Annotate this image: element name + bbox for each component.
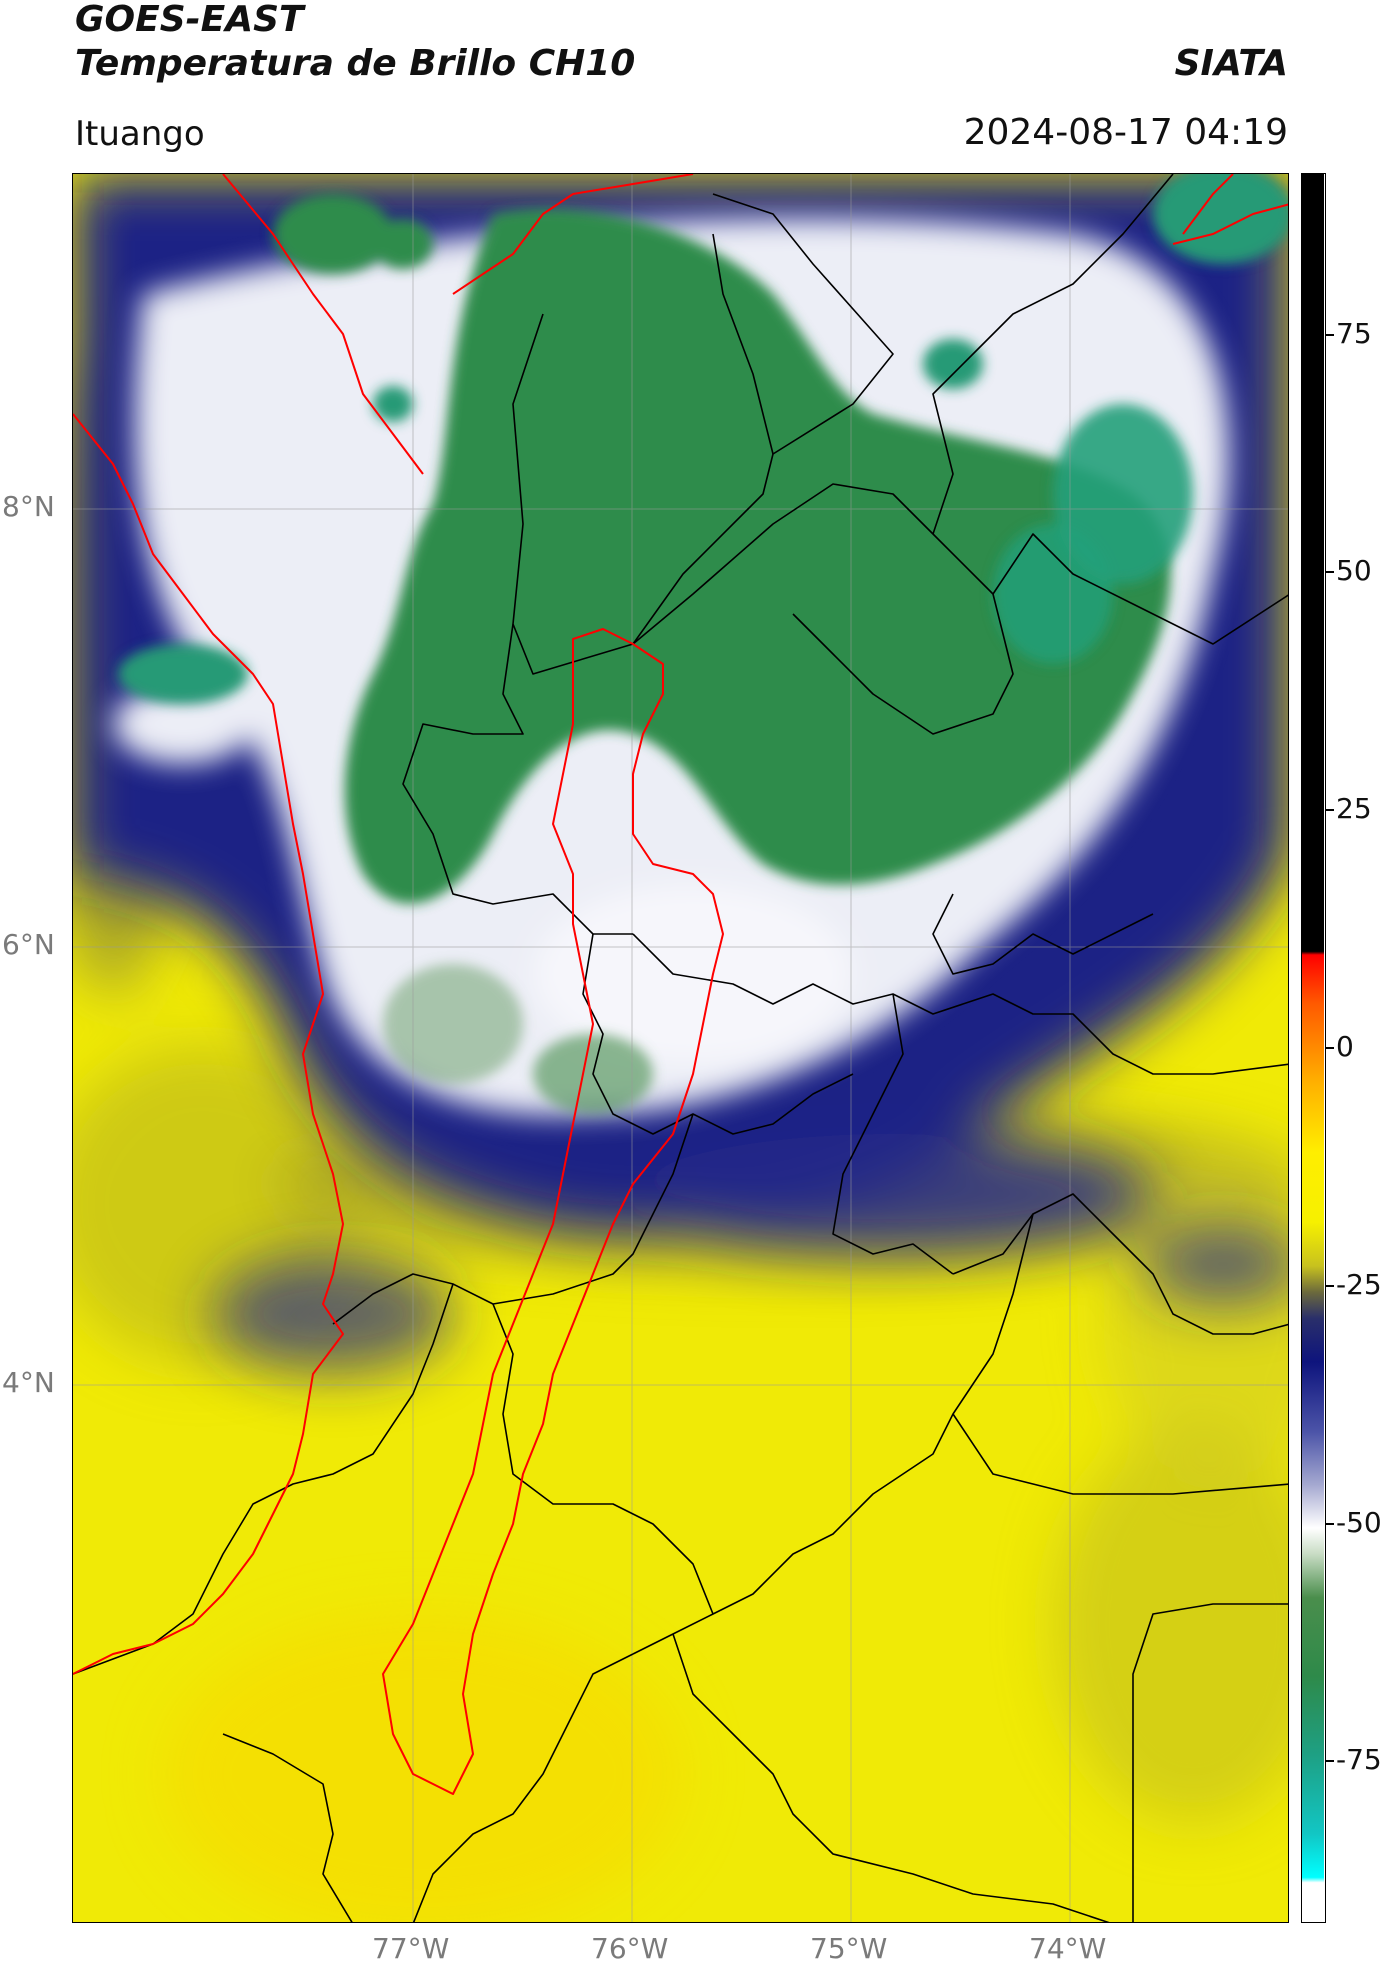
- colorbar-tick-mark: [1326, 1284, 1334, 1287]
- lon-label-77w: 77°W: [372, 1932, 450, 1965]
- product-title: Temperatura de Brillo CH10: [75, 43, 636, 84]
- colorbar-tick-label: -25: [1336, 1267, 1382, 1301]
- colorbar-tick-label: 0: [1336, 1030, 1354, 1063]
- department-boundaries: [73, 174, 1288, 1922]
- satellite-title: GOES-EAST: [75, 0, 304, 40]
- lon-label-76w: 76°W: [591, 1932, 669, 1965]
- graticule: [73, 174, 1288, 1922]
- organization-label: SIATA: [1174, 43, 1288, 84]
- colorbar: [1301, 173, 1326, 1923]
- brightness-temperature-map: [73, 174, 1288, 1922]
- map-panel[interactable]: [72, 173, 1289, 1923]
- colorbar-tick-mark: [1326, 1522, 1334, 1525]
- lon-label-74w: 74°W: [1029, 1932, 1107, 1965]
- colorbar-tick-mark: [1326, 1047, 1334, 1049]
- coldest-cloud-tops: [993, 404, 1193, 664]
- datetime-label: 2024-08-17 04:19: [963, 112, 1288, 153]
- colorbar-tick-label: 75: [1336, 316, 1372, 350]
- colorbar-tick-mark: [1326, 571, 1334, 574]
- colorbar-tick-label: 50: [1336, 554, 1372, 588]
- national-boundary: [73, 174, 1288, 1795]
- lat-label-6n: 6°N: [2, 928, 55, 961]
- lat-label-8n: 8°N: [2, 490, 55, 523]
- colorbar-tick-label: -75: [1336, 1743, 1382, 1777]
- colorbar-tick-label: -50: [1336, 1505, 1382, 1539]
- colorbar-tick-label: 25: [1336, 792, 1372, 826]
- colorbar-tick-mark: [1326, 1760, 1334, 1763]
- location-label: Ituango: [75, 114, 205, 154]
- colorbar-gradient: [1302, 174, 1324, 1921]
- lat-label-4n: 4°N: [2, 1366, 55, 1399]
- lon-label-75w: 75°W: [810, 1932, 888, 1965]
- colorbar-tick-mark: [1326, 809, 1334, 812]
- colorbar-tick-mark: [1326, 333, 1334, 336]
